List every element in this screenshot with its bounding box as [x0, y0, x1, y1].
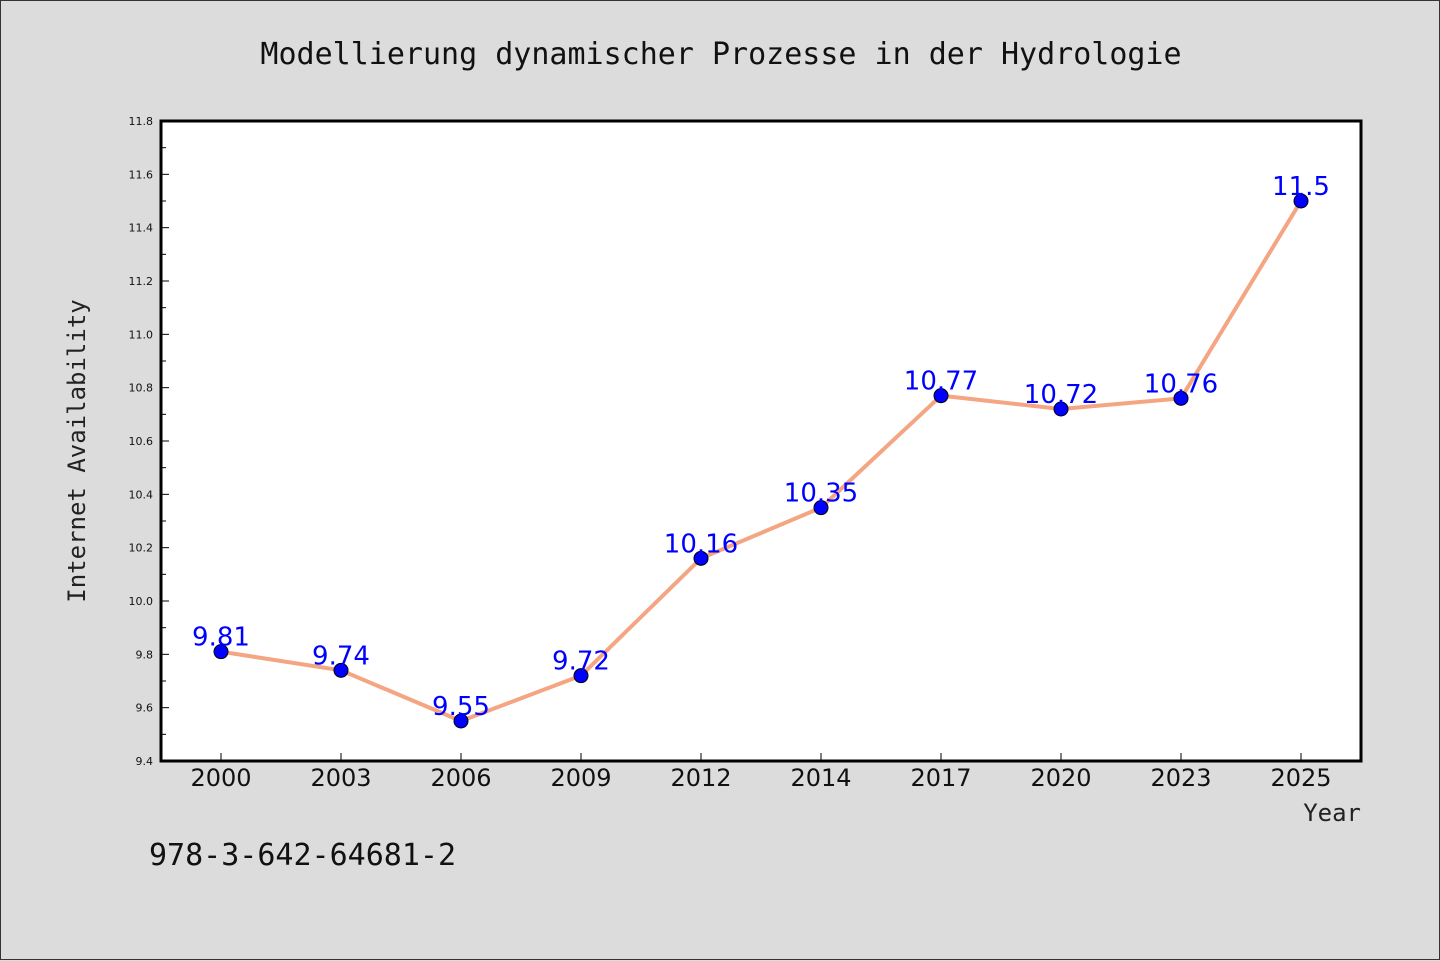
y-tick-label: 11.2 — [129, 275, 154, 288]
chart-title: Modellierung dynamischer Prozesse in der… — [260, 37, 1181, 72]
data-point-marker — [1173, 390, 1189, 406]
plot-area — [159, 119, 1363, 763]
y-tick-label: 11.0 — [129, 328, 154, 341]
series-line — [220, 199, 1303, 723]
data-value-label: 10.72 — [1024, 380, 1098, 410]
x-tick-label: 2012 — [670, 764, 731, 792]
x-tick-label: 2023 — [1150, 764, 1211, 792]
y-axis-title: Internet Availability — [63, 299, 91, 602]
data-point-marker — [1053, 401, 1069, 417]
data-value-label: 9.72 — [552, 647, 610, 677]
data-value-label: 11.5 — [1272, 172, 1330, 202]
data-point-marker — [453, 713, 469, 729]
y-tick-label: 9.4 — [136, 755, 154, 768]
x-tick-label: 2009 — [550, 764, 611, 792]
y-tick-label: 11.6 — [129, 168, 154, 181]
x-tick-label: 2000 — [190, 764, 251, 792]
y-tick-label: 10.0 — [129, 595, 154, 608]
data-labels-layer: 9.81 9.74 9.55 9.72 10.16 10.35 10.77 10.72 10.7… — [192, 172, 1330, 722]
data-point-marker — [333, 662, 349, 678]
isbn-footnote: 978-3-642-64681-2 — [149, 838, 456, 873]
data-point-marker — [813, 500, 829, 516]
data-value-label: 10.35 — [784, 479, 858, 509]
y-tick-label: 9.6 — [136, 702, 154, 715]
y-axis-ticks: 9.4 9.6 9.8 10.0 10.2 10.4 10.6 10.8 11.0 11.2 11.… — [129, 115, 169, 768]
data-point-marker — [1293, 193, 1309, 209]
y-tick-label: 11.8 — [129, 115, 154, 128]
data-value-label: 10.76 — [1144, 369, 1218, 399]
data-point-marker — [573, 668, 589, 684]
x-tick-label: 2003 — [310, 764, 371, 792]
x-tick-label: 2025 — [1270, 764, 1331, 792]
data-point-marker — [693, 550, 709, 566]
y-tick-label: 10.6 — [129, 435, 154, 448]
y-tick-label: 10.4 — [129, 488, 154, 501]
y-tick-label: 10.2 — [129, 542, 154, 555]
data-value-label: 10.16 — [664, 529, 738, 559]
data-point-marker — [213, 644, 229, 660]
data-value-label: 9.55 — [432, 692, 490, 722]
x-tick-label: 2020 — [1030, 764, 1091, 792]
x-tick-label: 2006 — [430, 764, 491, 792]
x-axis-ticks: 2000 2003 2006 2009 2012 2014 2017 2020 2023 2025 — [190, 753, 1332, 792]
data-point-marker — [933, 388, 949, 404]
x-axis-title: Year — [1303, 799, 1361, 827]
y-tick-label: 10.8 — [129, 382, 154, 395]
y-tick-label: 9.8 — [136, 648, 154, 661]
data-value-label: 10.77 — [904, 367, 978, 397]
x-tick-label: 2017 — [910, 764, 971, 792]
data-value-label: 9.74 — [312, 641, 370, 671]
series-layer — [213, 193, 1309, 729]
x-tick-label: 2014 — [790, 764, 851, 792]
data-value-label: 9.81 — [192, 623, 250, 653]
y-tick-label: 11.4 — [129, 222, 154, 235]
